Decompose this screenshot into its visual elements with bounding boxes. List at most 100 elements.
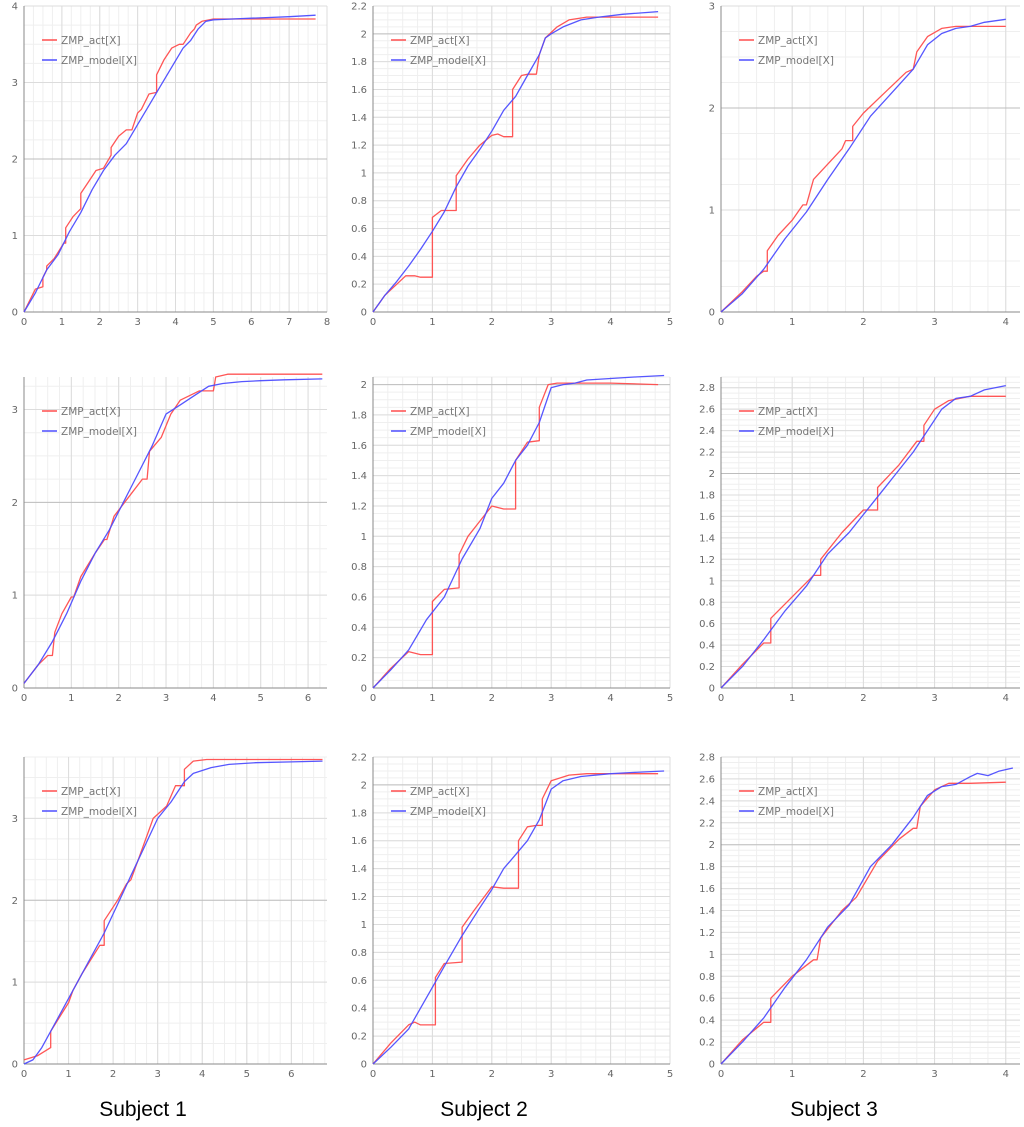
y-tick-label: 1.6 — [351, 441, 367, 452]
y-tick-label: 0.2 — [351, 1032, 367, 1043]
x-tick-label: 1 — [59, 317, 65, 328]
legend-label: ZMP_act[X] — [758, 406, 818, 418]
legend-label: ZMP_model[X] — [61, 806, 137, 818]
y-tick-label: 1.6 — [351, 85, 367, 96]
major-grid — [373, 756, 671, 1064]
x-tick-label: 0 — [718, 317, 724, 328]
legend-label: ZMP_act[X] — [410, 786, 470, 798]
x-tick-label: 3 — [548, 317, 554, 328]
series-line-zmp-model — [23, 760, 323, 1065]
y-tick-label: 2 — [709, 469, 715, 480]
legend-label: ZMP_model[X] — [758, 806, 834, 818]
x-tick-label: 1 — [789, 693, 795, 704]
legend-label: ZMP_model[X] — [410, 55, 486, 67]
x-tick-label: 4 — [607, 693, 613, 704]
legend-label: ZMP_act[X] — [61, 406, 121, 418]
y-tick-label: 2.8 — [699, 383, 715, 394]
series-line-zmp-act — [23, 373, 323, 684]
x-tick-label: 4 — [172, 317, 178, 328]
y-tick-label: 1.4 — [351, 864, 367, 875]
y-tick-label: 0 — [12, 1060, 18, 1071]
y-tick-label: 0.4 — [699, 1016, 715, 1027]
y-tick-label: 4 — [12, 2, 18, 13]
y-tick-label: 1 — [12, 231, 18, 242]
y-tick-label: 1.2 — [699, 928, 715, 939]
y-tick-label: 1.6 — [351, 836, 367, 847]
y-tick-label: 2 — [12, 498, 18, 509]
major-grid — [721, 377, 1020, 688]
panel-r3c1: 0 1 2 3 4 5 6 0 1 2 3 ZMP_act[X] ZMP_model[X] — [12, 756, 327, 1080]
panel-r1c2: 0 1 2 3 4 5 0 0.2 0.4 0.6 0.8 1 1.2 1.4 1.6 1.8 2 2.2 ZMP_… — [351, 2, 673, 329]
panel-r2c1: 0 1 2 3 4 5 6 0 1 2 3 ZMP_act[X] ZMP_model[X] — [12, 373, 327, 704]
x-tick-label: 3 — [931, 1069, 937, 1080]
x-tick-label: 5 — [667, 317, 673, 328]
x-tick-label: 3 — [548, 1069, 554, 1080]
y-tick-label: 0 — [709, 1060, 715, 1071]
y-tick-label: 3 — [12, 405, 18, 416]
major-grid — [24, 377, 327, 688]
y-tick-label: 3 — [709, 2, 715, 13]
y-tick-label: 2.2 — [351, 753, 367, 764]
x-tick-label: 0 — [718, 693, 724, 704]
series-line-zmp-model — [372, 374, 665, 689]
caption-subject-1: Subject 1 — [99, 1098, 187, 1121]
x-tick-label: 4 — [210, 693, 216, 704]
x-tick-label: 1 — [429, 1069, 435, 1080]
series-line-zmp-model — [372, 10, 659, 313]
x-tick-label: 0 — [21, 317, 27, 328]
x-tick-label: 1 — [68, 693, 74, 704]
x-tick-label: 7 — [286, 317, 292, 328]
minor-grid — [372, 376, 671, 689]
series-line-zmp-model — [720, 18, 1006, 313]
y-tick-label: 0.6 — [699, 994, 715, 1005]
x-tick-label: 2 — [489, 1069, 495, 1080]
y-tick-label: 0.2 — [351, 653, 367, 664]
x-tick-label: 1 — [789, 1069, 795, 1080]
y-tick-label: 1.8 — [699, 862, 715, 873]
y-tick-label: 2.6 — [699, 774, 715, 785]
y-tick-label: 2 — [12, 155, 18, 166]
y-tick-label: 2.2 — [699, 818, 715, 829]
x-tick-label: 6 — [305, 693, 311, 704]
caption-subject-2: Subject 2 — [440, 1098, 528, 1121]
y-tick-label: 3 — [12, 814, 18, 825]
y-tick-label: 2.8 — [699, 753, 715, 764]
legend-label: ZMP_act[X] — [61, 35, 121, 47]
y-tick-label: 0.4 — [351, 623, 367, 634]
y-tick-label: 2.2 — [699, 448, 715, 459]
panel-r3c3: 0 1 2 3 4 0 0.2 0.4 0.6 0.8 1 1.2 1.4 1.6 1.8 2 2.2 2.4 2.… — [699, 753, 1020, 1080]
y-tick-label: 0.8 — [351, 562, 367, 573]
minor-grid — [23, 756, 327, 1065]
legend-label: ZMP_act[X] — [61, 786, 121, 798]
major-grid — [721, 756, 1020, 1064]
x-tick-label: 1 — [429, 317, 435, 328]
x-tick-label: 3 — [134, 317, 140, 328]
series-line-zmp-act — [372, 773, 659, 1065]
y-tick-label: 1.2 — [699, 555, 715, 566]
panel-r3c2: 0 1 2 3 4 5 0 0.2 0.4 0.6 0.8 1 1.2 1.4 1.6 1.8 2 2.2 ZMP_… — [351, 753, 673, 1081]
y-tick-label: 0.4 — [351, 1004, 367, 1015]
x-tick-label: 0 — [718, 1069, 724, 1080]
series-line-zmp-model — [720, 767, 1014, 1065]
y-tick-label: 1.6 — [699, 884, 715, 895]
y-tick-label: 2.4 — [699, 796, 715, 807]
x-tick-label: 3 — [154, 1069, 160, 1080]
x-tick-label: 6 — [248, 317, 254, 328]
y-tick-label: 1.8 — [351, 57, 367, 68]
legend-label: ZMP_act[X] — [410, 406, 470, 418]
major-grid — [24, 5, 328, 312]
y-tick-label: 1 — [709, 576, 715, 587]
legend-label: ZMP_act[X] — [758, 35, 818, 47]
y-tick-label: 1.8 — [351, 410, 367, 421]
x-tick-label: 0 — [370, 317, 376, 328]
x-tick-label: 4 — [1003, 693, 1009, 704]
major-grid — [24, 757, 327, 1064]
x-tick-label: 3 — [931, 317, 937, 328]
minor-grid — [720, 376, 1020, 689]
major-grid — [373, 377, 671, 688]
x-tick-label: 2 — [489, 693, 495, 704]
legend-label: ZMP_model[X] — [758, 55, 834, 67]
x-tick-label: 5 — [210, 317, 216, 328]
x-tick-label: 6 — [288, 1069, 294, 1080]
